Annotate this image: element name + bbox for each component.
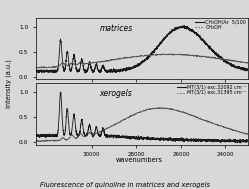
MT(3/1) exc.31395 cm⁻¹ — [157, 106, 160, 108]
MT(3/1) exc.31395 cm⁻¹ — [57, 139, 60, 141]
CH₃OH — [74, 63, 77, 65]
CH₃OH — [37, 67, 40, 69]
MT(3/1) exc.31395 cm⁻¹ — [246, 133, 249, 135]
Legend: CH₃OH/Ar  5/100, CH₃OH: CH₃OH/Ar 5/100, CH₃OH — [195, 19, 247, 31]
MT(3/1) exc.32092 cm⁻¹ — [74, 123, 77, 125]
CH₃OH/Ar  5/100 — [242, 68, 245, 70]
CH₃OH — [171, 53, 174, 55]
CH₃OH/Ar  5/100 — [183, 25, 186, 27]
CH₃OH/Ar  5/100 — [35, 70, 38, 72]
MT(3/1) exc.32092 cm⁻¹ — [242, 140, 245, 143]
MT(3/1) exc.32092 cm⁻¹ — [65, 112, 68, 115]
MT(3/1) exc.32092 cm⁻¹ — [239, 142, 242, 144]
Line: CH₃OH/Ar  5/100: CH₃OH/Ar 5/100 — [36, 26, 248, 73]
MT(3/1) exc.32092 cm⁻¹ — [35, 135, 38, 137]
MT(3/1) exc.32092 cm⁻¹ — [59, 91, 62, 93]
Line: MT(3/1) exc.32092 cm⁻¹: MT(3/1) exc.32092 cm⁻¹ — [36, 92, 248, 143]
CH₃OH/Ar  5/100 — [246, 68, 249, 70]
MT(3/1) exc.31395 cm⁻¹ — [164, 107, 167, 109]
CH₃OH/Ar  5/100 — [65, 55, 68, 57]
MT(3/1) exc.32092 cm⁻¹ — [246, 140, 249, 142]
Line: CH₃OH: CH₃OH — [36, 54, 248, 68]
MT(3/1) exc.31395 cm⁻¹ — [242, 132, 245, 134]
Text: wavenumbers: wavenumbers — [116, 157, 163, 163]
CH₃OH — [242, 61, 245, 63]
MT(3/1) exc.31395 cm⁻¹ — [128, 116, 131, 118]
Text: matrices: matrices — [100, 24, 133, 33]
Text: intensity (a.u.): intensity (a.u.) — [5, 59, 12, 108]
CH₃OH — [35, 67, 38, 69]
Line: MT(3/1) exc.31395 cm⁻¹: MT(3/1) exc.31395 cm⁻¹ — [36, 107, 248, 142]
MT(3/1) exc.32092 cm⁻¹ — [164, 138, 167, 140]
CH₃OH/Ar  5/100 — [164, 36, 167, 39]
CH₃OH/Ar  5/100 — [128, 67, 131, 69]
MT(3/1) exc.31395 cm⁻¹ — [37, 141, 40, 143]
MT(3/1) exc.32092 cm⁻¹ — [128, 137, 131, 139]
CH₃OH/Ar  5/100 — [57, 60, 60, 63]
CH₃OH — [128, 57, 131, 59]
CH₃OH/Ar  5/100 — [83, 72, 86, 74]
MT(3/1) exc.31395 cm⁻¹ — [35, 140, 38, 143]
Text: Fluorescence of quinoline in matrices and xerogels: Fluorescence of quinoline in matrices an… — [40, 182, 209, 188]
MT(3/1) exc.31395 cm⁻¹ — [74, 137, 77, 139]
CH₃OH — [164, 53, 167, 56]
MT(3/1) exc.31395 cm⁻¹ — [65, 139, 68, 141]
CH₃OH — [246, 62, 249, 64]
CH₃OH — [57, 64, 60, 67]
MT(3/1) exc.32092 cm⁻¹ — [57, 122, 60, 124]
Legend: MT(3/1) exc.32092 cm⁻¹, MT(3/1) exc.31395 cm⁻¹: MT(3/1) exc.32092 cm⁻¹, MT(3/1) exc.3139… — [177, 84, 247, 96]
Text: xerogels: xerogels — [100, 89, 132, 98]
CH₃OH/Ar  5/100 — [74, 61, 77, 63]
CH₃OH — [65, 64, 68, 66]
